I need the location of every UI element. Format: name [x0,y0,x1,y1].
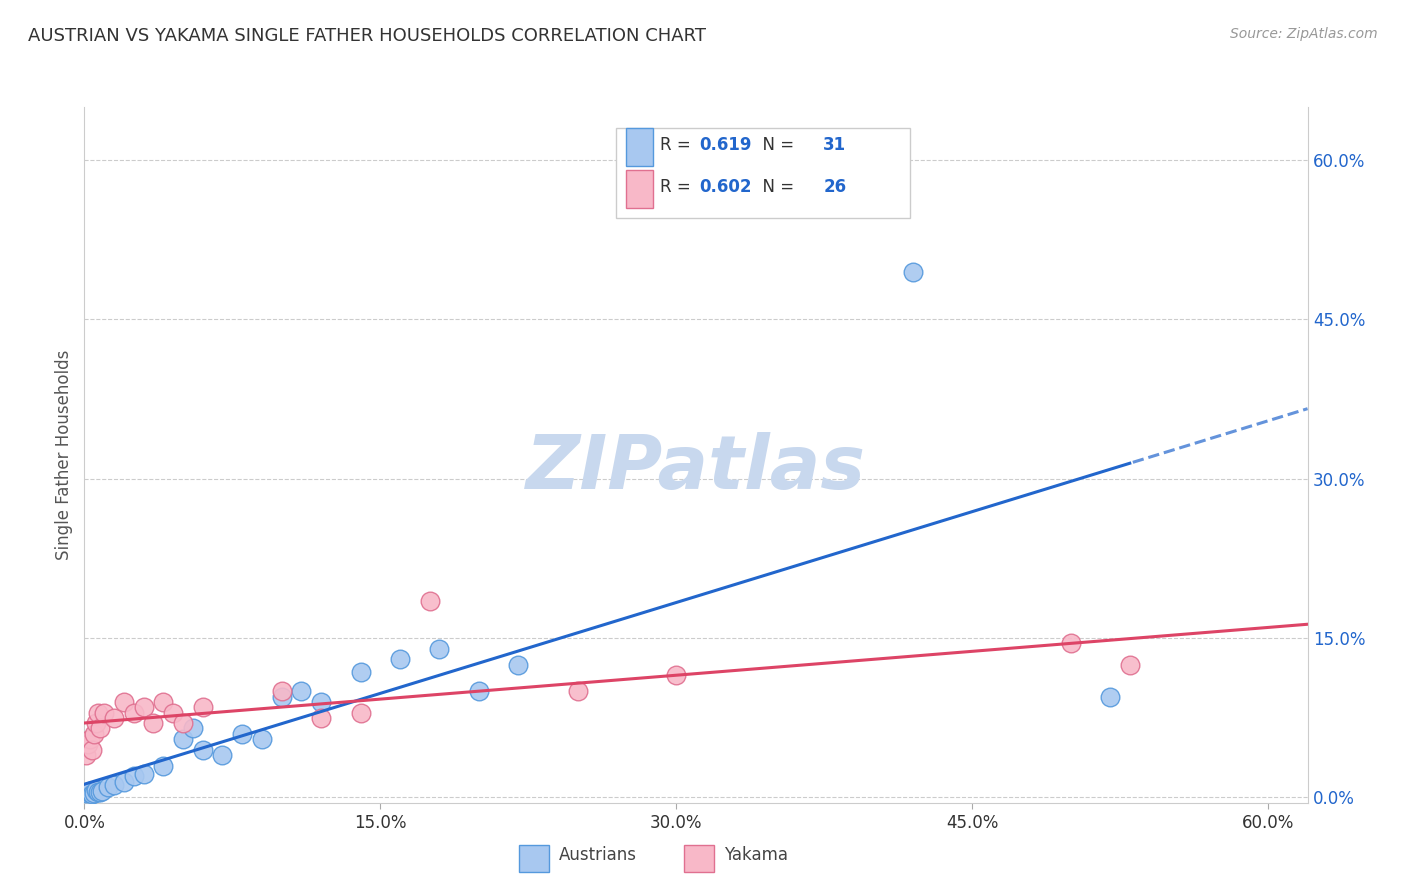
Point [508,657,530,672]
Text: 31: 31 [823,136,846,154]
Text: AUSTRIAN VS YAKAMA SINGLE FATHER HOUSEHOLDS CORRELATION CHART: AUSTRIAN VS YAKAMA SINGLE FATHER HOUSEHO… [28,27,706,45]
Point [77,785,100,799]
FancyBboxPatch shape [626,128,654,166]
Point [309,711,332,725]
FancyBboxPatch shape [519,845,550,872]
Point [112,774,135,789]
Point [172,716,194,731]
Point [84,783,107,797]
Text: 0.602: 0.602 [700,178,752,196]
Point [665,668,688,682]
Point [132,700,155,714]
Text: 0.619: 0.619 [700,136,752,154]
Point [191,742,214,756]
Point [152,695,174,709]
Point [270,684,292,698]
Text: N =: N = [752,178,800,196]
Point [468,684,491,698]
Point [87,706,110,720]
Point [1060,636,1083,650]
Point [79,784,101,798]
Point [83,786,105,800]
Point [77,738,100,752]
Point [1119,657,1142,672]
Text: N =: N = [752,136,800,154]
Point [142,716,165,731]
Point [567,684,589,698]
Point [181,722,204,736]
FancyBboxPatch shape [626,169,654,208]
Point [349,665,371,680]
Text: ZIPatlas: ZIPatlas [526,433,866,506]
Point [270,690,292,704]
Point [89,722,111,736]
Point [349,706,371,720]
Point [250,732,273,747]
Text: R =: R = [661,178,696,196]
Point [122,769,145,783]
Point [309,695,332,709]
FancyBboxPatch shape [616,128,910,219]
Point [82,742,104,756]
Text: Yakama: Yakama [724,846,789,864]
Point [83,727,105,741]
Point [93,706,115,720]
Y-axis label: Single Father Households: Single Father Households [55,350,73,560]
Text: Austrians: Austrians [560,846,637,864]
Point [84,716,107,731]
Point [89,785,111,799]
Point [112,695,135,709]
FancyBboxPatch shape [683,845,714,872]
Point [901,265,924,279]
Point [231,727,253,741]
Point [79,732,101,747]
Text: 26: 26 [823,178,846,196]
Point [87,785,110,799]
Point [103,711,125,725]
Point [1099,690,1122,704]
Point [75,747,97,762]
Point [419,594,441,608]
Point [122,706,145,720]
Point [75,786,97,800]
Point [162,706,184,720]
Point [429,641,451,656]
Point [103,778,125,792]
Point [172,732,194,747]
Point [152,758,174,772]
Point [211,747,233,762]
Point [132,767,155,781]
Point [91,784,114,798]
Point [82,787,104,801]
Point [191,700,214,714]
Text: R =: R = [661,136,696,154]
Text: Source: ZipAtlas.com: Source: ZipAtlas.com [1230,27,1378,41]
Point [389,652,412,666]
Point [290,684,312,698]
Point [97,780,120,794]
